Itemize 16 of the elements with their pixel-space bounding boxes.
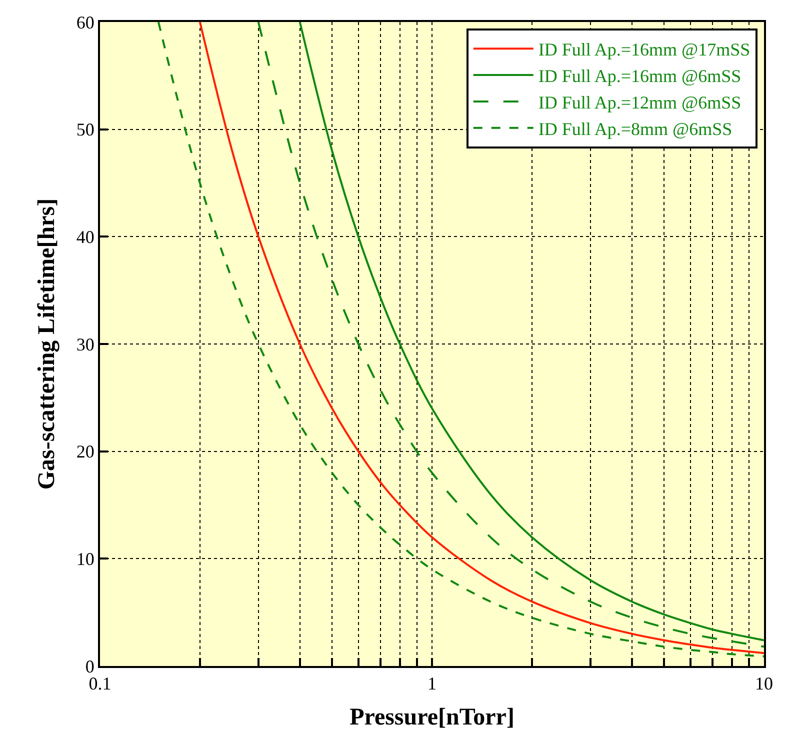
legend-label: ID Full Ap.=8mm @6mSS	[538, 118, 732, 139]
y-tick-label: 30	[76, 334, 94, 354]
x-tick-label: 0.1	[88, 674, 112, 694]
y-axis-title: Gas-scattering Lifetime[hrs]	[34, 198, 60, 490]
y-tick-label: 50	[76, 120, 94, 140]
legend-label: ID Full Ap.=12mm @6mSS	[538, 92, 742, 112]
y-tick-label: 40	[76, 226, 94, 247]
y-tick-label: 60	[76, 12, 94, 32]
x-tick-label: 1	[428, 674, 436, 694]
y-tick-label: 0	[85, 656, 94, 676]
y-tick-label: 20	[76, 442, 94, 462]
y-tick-label: 10	[76, 548, 94, 569]
x-axis-title: Pressure[nTorr]	[350, 704, 514, 730]
legend-label: ID Full Ap.=16mm @6mSS	[538, 66, 742, 86]
x-tick-label: 10	[755, 674, 773, 694]
legend-label: ID Full Ap.=16mm @17mSS	[538, 40, 750, 60]
